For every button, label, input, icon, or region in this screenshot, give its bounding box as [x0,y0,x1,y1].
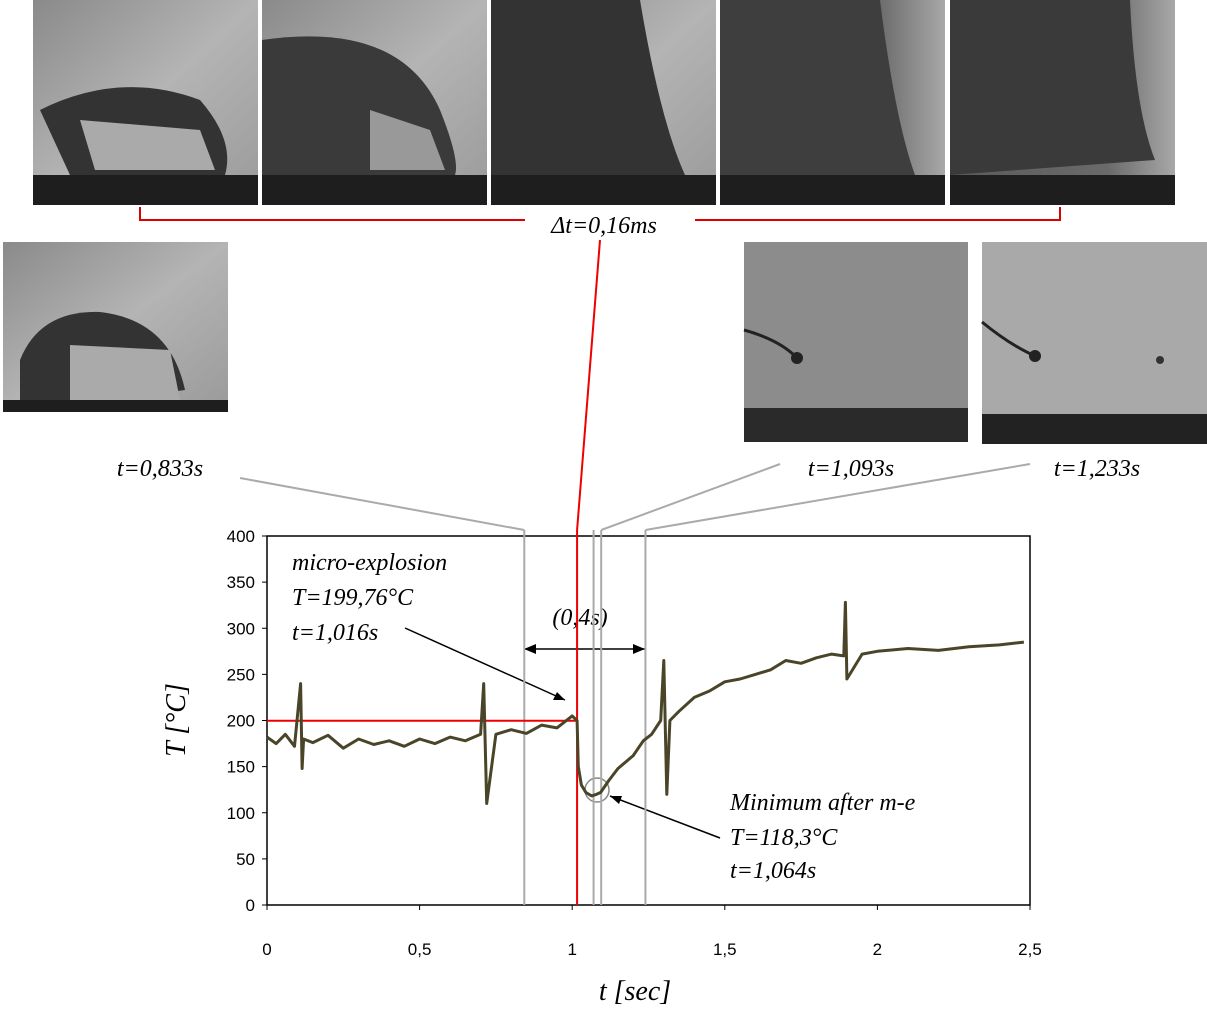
arrow-head [610,796,622,804]
x-tick-label: 2 [873,940,882,959]
photo [743,242,968,442]
connector [645,463,1031,531]
x-tick-label: 0,5 [408,940,432,959]
x-axis-title: t [sec] [599,976,671,1007]
y-tick-label: 50 [236,850,255,869]
annotation: Minimum after m-e [729,790,916,816]
connector [239,477,525,531]
y-tick-label: 350 [227,573,255,592]
y-tick-label: 100 [227,804,255,823]
photo [981,242,1207,444]
dt-label: Δt=0,16ms [550,213,657,239]
photo [262,0,487,205]
y-tick-label: 200 [227,712,255,731]
frame-label: t=0,833s [117,456,203,482]
annotation: (0,4s) [552,605,607,631]
annotation: micro-explosion [292,550,447,576]
x-tick-label: 0 [262,940,271,959]
photo [950,0,1175,205]
annotation: t=1,064s [730,858,816,884]
photo [720,0,945,205]
annotation: T=118,3°C [730,825,838,851]
y-tick-label: 0 [246,896,255,915]
annotation: t=1,016s [292,620,378,646]
minimum-circle [584,777,610,803]
arrow-head [553,692,565,700]
dt-bracket [139,207,1061,221]
y-axis-title: T [°C] [161,683,192,757]
annotation-arrow [404,627,566,701]
photos [3,0,1207,444]
photo [3,242,228,412]
x-tick-label: 2,5 [1018,940,1042,959]
photo [491,0,716,205]
annotation: T=199,76°C [292,585,414,611]
annotation-arrow [609,795,721,839]
x-tick-label: 1,5 [713,940,737,959]
temperature-line [266,600,1025,805]
y-tick-label: 150 [227,758,255,777]
y-tick-label: 300 [227,619,255,638]
y-tick-label: 250 [227,665,255,684]
y-tick-label: 400 [227,527,255,546]
x-tick-label: 1 [567,940,576,959]
frame-label: t=1,233s [1054,456,1140,482]
connector [600,463,781,531]
frame-label: t=1,093s [808,456,894,482]
photo [33,0,258,205]
event-connector [576,239,601,531]
